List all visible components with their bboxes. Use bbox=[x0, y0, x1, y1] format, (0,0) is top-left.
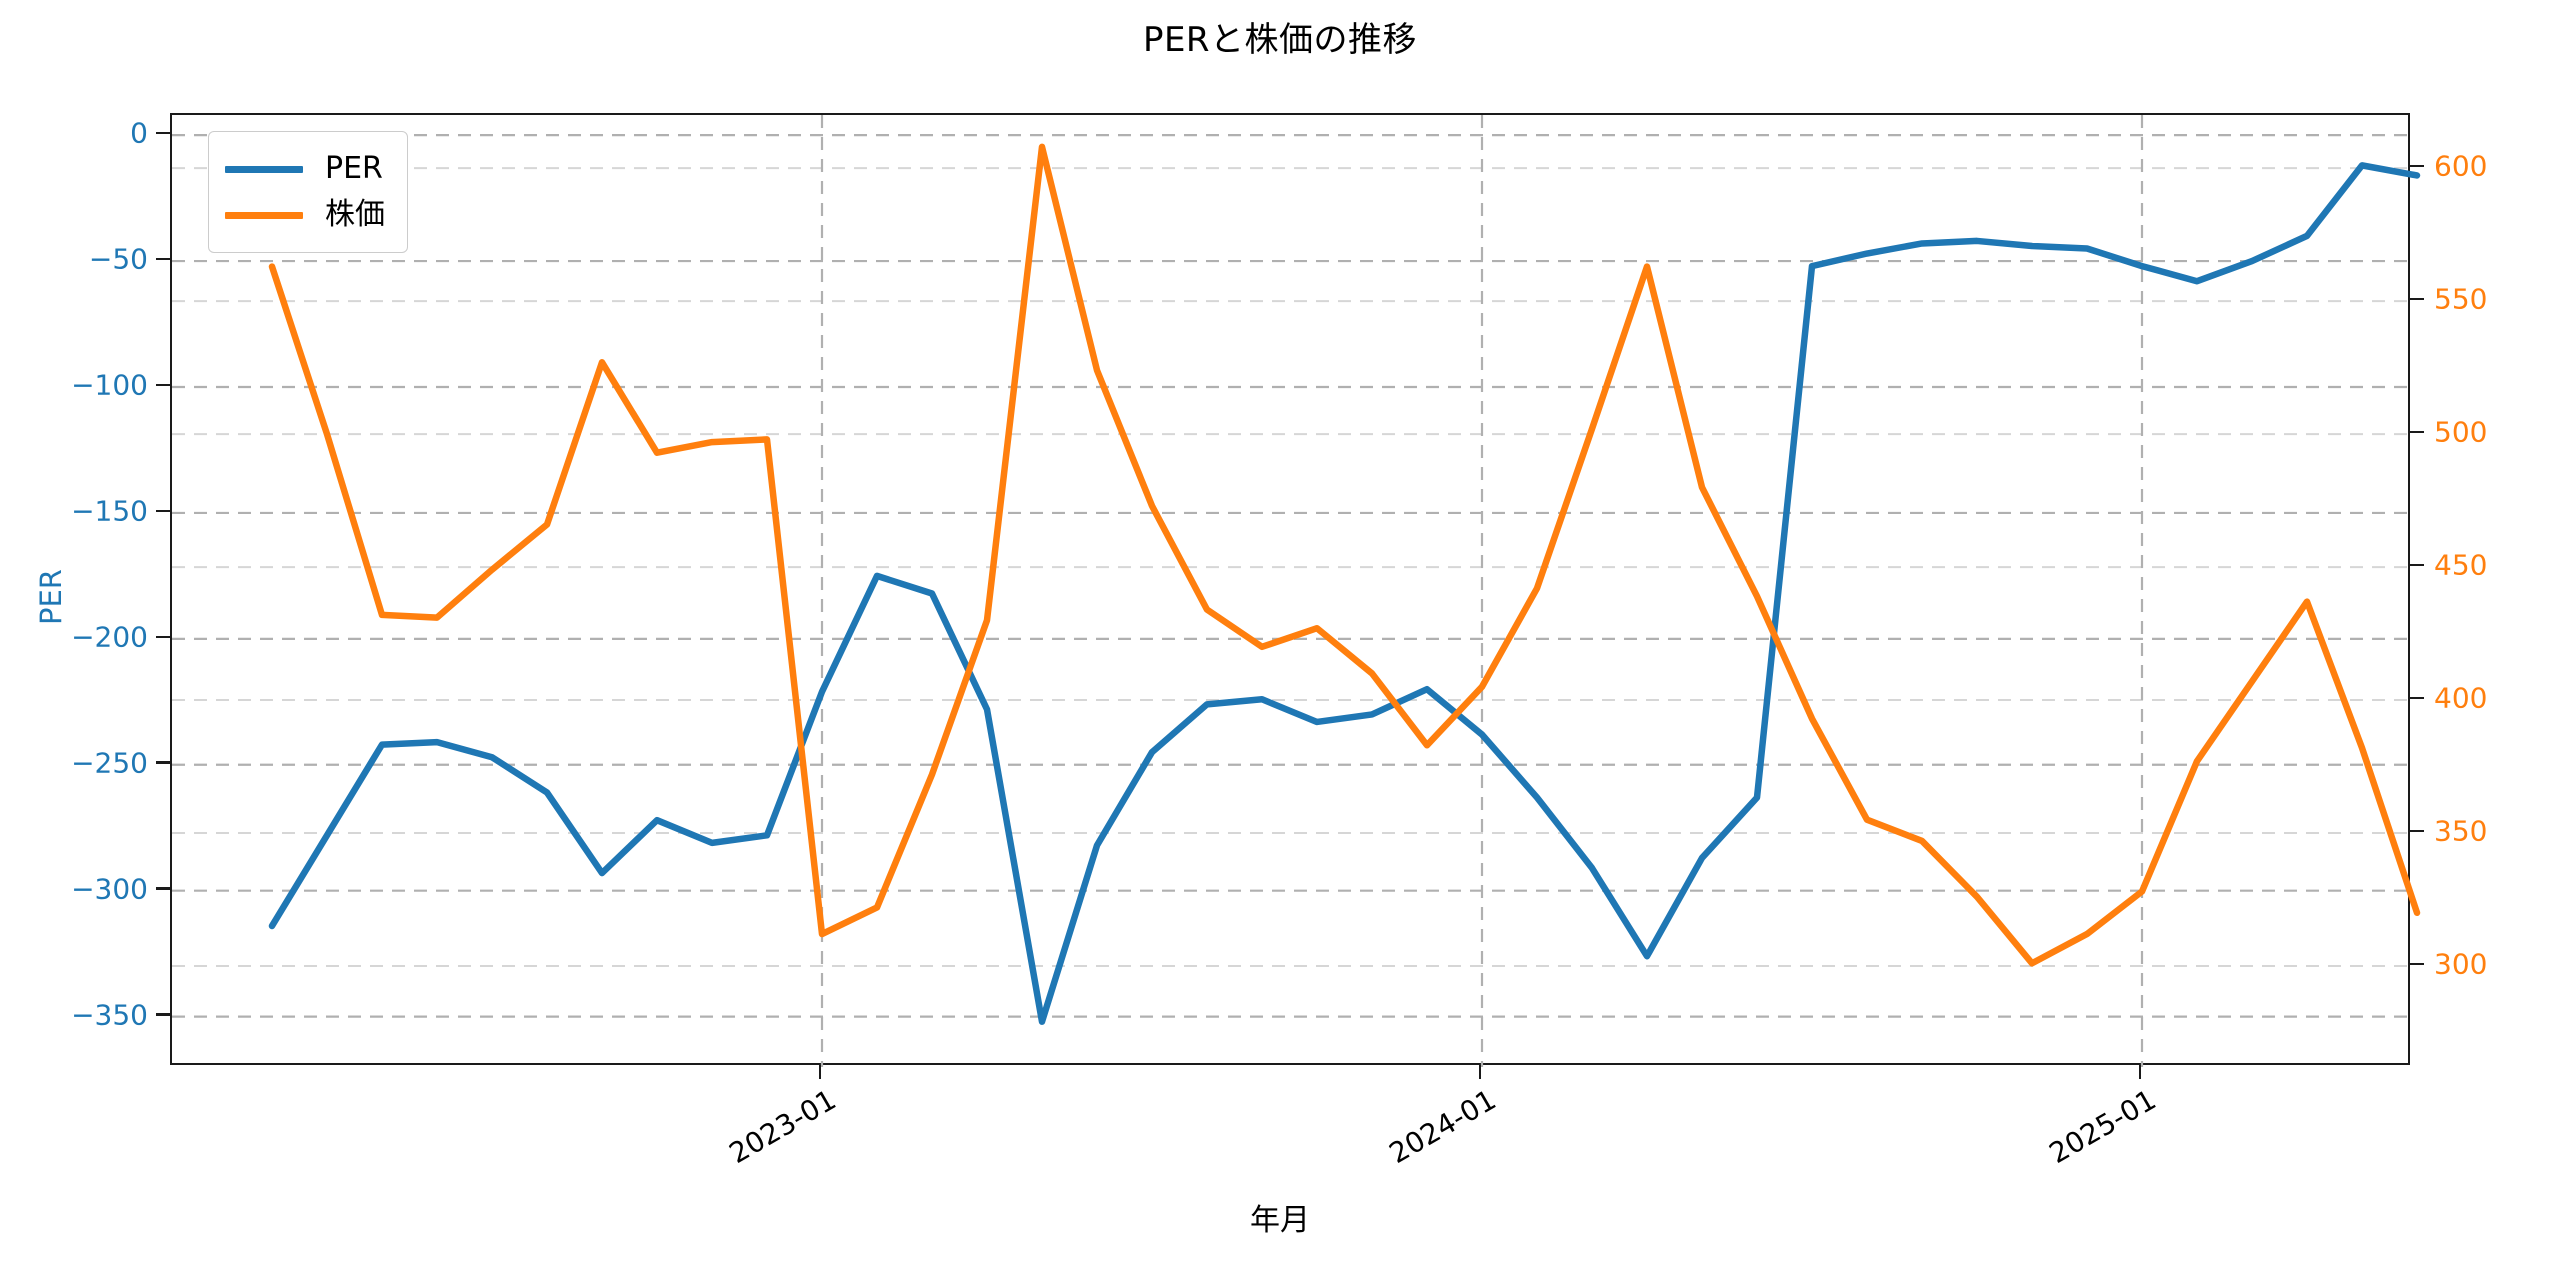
series-line-kabuka bbox=[268, 143, 2421, 967]
y-axis-right-tick-mark bbox=[2410, 696, 2424, 700]
y-axis-right-tick-label: 300 bbox=[2434, 947, 2488, 981]
y-axis-right-tick-mark bbox=[2410, 297, 2424, 301]
x-axis-tick-mark bbox=[818, 1065, 822, 1079]
legend-label-per: PER bbox=[325, 151, 383, 186]
y-axis-left-tick-mark bbox=[156, 383, 170, 387]
y-axis-left-tick-label: 0 bbox=[130, 116, 148, 150]
y-axis-right-tick-label: 450 bbox=[2434, 548, 2488, 582]
legend-item-kabuka[interactable]: 株価 bbox=[225, 192, 385, 238]
legend[interactable]: PER 株価 bbox=[208, 131, 408, 253]
y-axis-right-tick-label: 400 bbox=[2434, 681, 2488, 715]
x-axis-tick-label: 2024-01 bbox=[1383, 1083, 1502, 1171]
y-axis-left-tick-mark bbox=[156, 1013, 170, 1016]
y-axis-left-tick-mark bbox=[156, 761, 170, 765]
x-axis-tick-label: 2025-01 bbox=[2043, 1083, 2162, 1171]
y-axis-right-tick-label: 350 bbox=[2434, 814, 2488, 848]
y-axis-left-label: PER bbox=[34, 569, 68, 625]
y-axis-right-tick-mark bbox=[2410, 164, 2424, 168]
y-axis-left-tick-label: −300 bbox=[71, 872, 148, 906]
x-axis-label: 年月 bbox=[1250, 1203, 1310, 1238]
y-axis-right-tick-label: 550 bbox=[2434, 282, 2488, 316]
y-axis-left-tick-label: −50 bbox=[88, 242, 148, 276]
y-axis-left-tick-mark bbox=[156, 509, 170, 513]
y-axis-left-tick-mark bbox=[156, 131, 170, 135]
y-axis-left-tick-label: −150 bbox=[71, 494, 148, 528]
y-axis-right-tick-mark bbox=[2410, 829, 2424, 833]
x-axis-tick-mark bbox=[1478, 1065, 1482, 1079]
legend-swatch-per bbox=[225, 165, 303, 173]
y-axis-left-tick-label: −200 bbox=[71, 620, 148, 654]
y-axis-left-tick-mark bbox=[156, 257, 170, 261]
y-axis-right-tick-mark bbox=[2410, 430, 2424, 434]
y-axis-left-tick-mark bbox=[156, 887, 170, 890]
y-axis-right-tick-label: 500 bbox=[2434, 415, 2488, 449]
x-axis-tick-mark bbox=[2138, 1065, 2142, 1079]
y-axis-right-tick-label: 600 bbox=[2434, 149, 2488, 183]
legend-swatch-kabuka bbox=[225, 211, 303, 219]
legend-label-kabuka: 株価 bbox=[325, 197, 385, 232]
y-axis-right-tick-mark bbox=[2410, 962, 2424, 966]
y-axis-left-tick-label: −350 bbox=[71, 998, 148, 1032]
y-axis-left-tick-label: −250 bbox=[71, 746, 148, 780]
x-axis-tick-label: 2023-01 bbox=[723, 1083, 842, 1171]
plot-area: PER 株価 bbox=[170, 113, 2421, 1067]
legend-item-per[interactable]: PER bbox=[225, 146, 385, 192]
y-axis-left-tick-mark bbox=[156, 635, 170, 639]
y-axis-left-tick-label: −100 bbox=[71, 368, 148, 402]
series-line-per bbox=[268, 162, 2421, 1025]
data-lines bbox=[268, 143, 2421, 1025]
y-axis-right-tick-mark bbox=[2410, 563, 2424, 567]
chart-title: PERと株価の推移 bbox=[1142, 20, 1418, 60]
